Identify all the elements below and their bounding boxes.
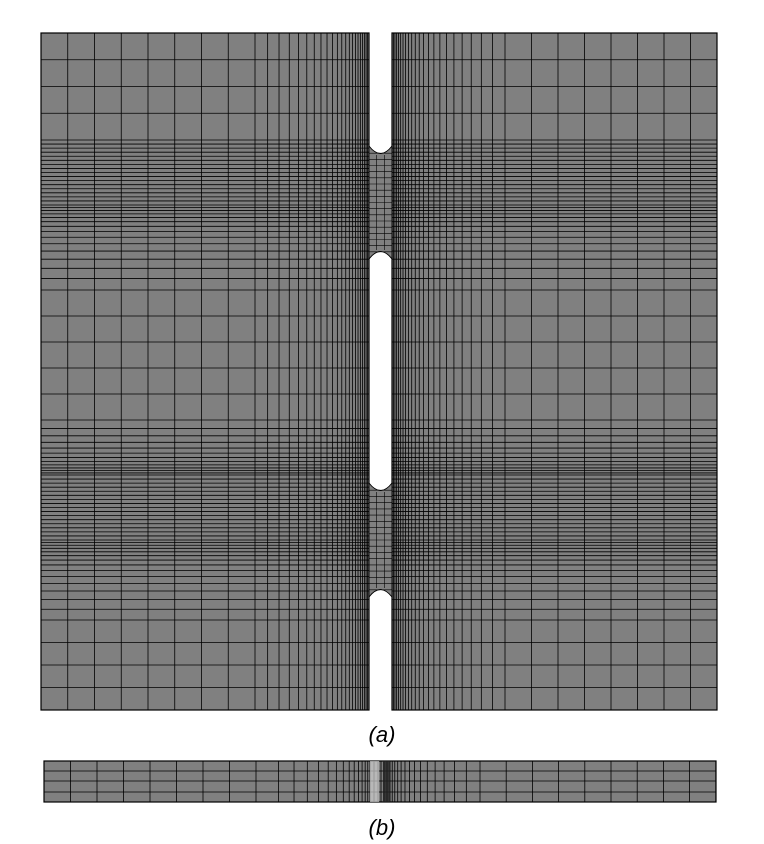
panel-a-plate-mesh [40,32,718,711]
caption-a: (a) [368,722,396,747]
panel-b-thickness-mesh [43,760,717,803]
plate-outline [40,32,370,711]
plate-background [41,33,369,710]
ligament-meshes [368,144,393,599]
ligament [368,144,393,261]
plate-background [392,33,717,710]
left-plate-mesh [40,32,370,711]
right-plate-mesh [391,32,718,711]
strip-dense-band [383,761,390,802]
plate-outline [391,32,718,711]
ligament [368,481,393,599]
strip-slit-region [370,761,379,802]
caption-b: (b) [368,815,396,840]
strip-background [43,760,717,803]
